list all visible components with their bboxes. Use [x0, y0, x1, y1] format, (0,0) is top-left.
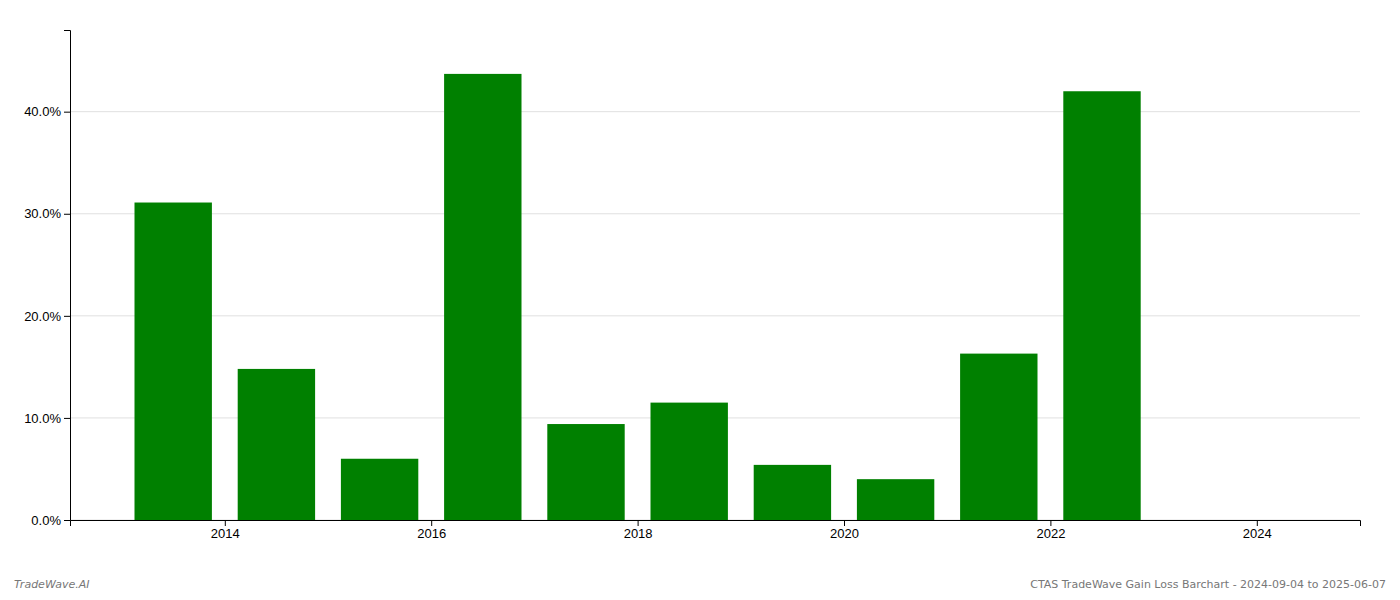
y-tick-mark [64, 418, 70, 419]
y-tick-mark [64, 520, 70, 521]
x-tick-label: 2018 [624, 526, 653, 541]
bar [547, 424, 624, 520]
y-tick: 40.0% [24, 104, 70, 119]
x-tick-label: 2024 [1243, 526, 1272, 541]
x-tick-label: 2016 [417, 526, 446, 541]
y-axis: 0.0% 10.0% 20.0% 30.0% 40.0% [24, 31, 70, 528]
x-tick: 2018 [624, 520, 653, 541]
x-axis-line [71, 521, 1361, 527]
x-tick: 2016 [417, 520, 446, 541]
y-tick-label: 40.0% [24, 104, 61, 119]
x-tick-label: 2020 [830, 526, 859, 541]
footer-left: TradeWave.AI [14, 578, 89, 591]
x-tick-mark [1257, 520, 1258, 526]
y-tick-label: 10.0% [24, 411, 61, 426]
chart-svg: 2014 2016 2018 2020 2022 2024 0.0% 10.0% 20.0% 30… [0, 0, 1400, 600]
y-tick: 0.0% [31, 513, 70, 528]
x-tick: 2020 [830, 520, 859, 541]
y-tick-mark [64, 316, 70, 317]
bars [135, 74, 1141, 520]
x-tick-mark [1050, 520, 1051, 526]
bar [857, 479, 934, 520]
bar [960, 354, 1037, 520]
x-tick-mark [431, 520, 432, 526]
grid-line [70, 213, 1360, 214]
x-tick-label: 2014 [211, 526, 240, 541]
y-tick: 30.0% [24, 206, 70, 221]
y-tick-label: 0.0% [31, 513, 61, 528]
y-tick-label: 30.0% [24, 206, 61, 221]
y-tick-mark [64, 112, 70, 113]
y-tick: 20.0% [24, 308, 70, 323]
x-tick-mark [225, 520, 226, 526]
x-tick: 2014 [211, 520, 240, 541]
bar [1063, 91, 1140, 520]
grid-line [70, 315, 1360, 316]
bar [135, 203, 212, 520]
x-axis: 2014 2016 2018 2020 2022 2024 [71, 520, 1361, 541]
x-tick: 2024 [1243, 520, 1272, 541]
bar [341, 459, 418, 520]
grid [70, 112, 1360, 520]
grid-line [70, 111, 1360, 112]
x-tick-mark [844, 520, 845, 526]
plot-area: 2014 2016 2018 2020 2022 2024 0.0% 10.0% 20.0% 30… [24, 31, 1360, 542]
y-tick-mark [64, 214, 70, 215]
bar [444, 74, 521, 520]
bar [238, 369, 315, 520]
bar [651, 403, 728, 520]
x-tick-mark [638, 520, 639, 526]
chart-container: 2014 2016 2018 2020 2022 2024 0.0% 10.0% 20.0% 30… [0, 0, 1400, 600]
bar [754, 465, 831, 520]
footer-right: CTAS TradeWave Gain Loss Barchart - 2024… [1030, 578, 1386, 591]
y-axis-line [64, 31, 71, 521]
y-tick-label: 20.0% [24, 308, 61, 323]
x-tick-label: 2022 [1036, 526, 1065, 541]
y-tick: 10.0% [24, 411, 70, 426]
x-tick: 2022 [1036, 520, 1065, 541]
